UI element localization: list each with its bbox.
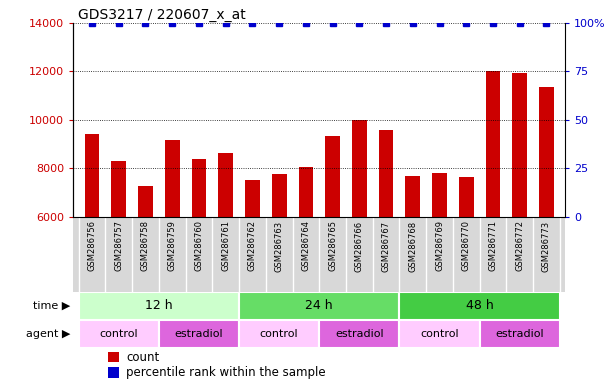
Bar (480, 320, 560, 348)
Bar (432, 173, 447, 362)
Text: 24 h: 24 h (306, 300, 333, 313)
Text: GSM286765: GSM286765 (328, 220, 337, 271)
Text: GSM286768: GSM286768 (408, 220, 417, 271)
Bar (320, 320, 400, 348)
Text: control: control (420, 329, 459, 339)
Text: GSM286759: GSM286759 (168, 220, 177, 271)
Text: estradiol: estradiol (175, 329, 223, 339)
Bar (539, 87, 554, 362)
Text: GSM286757: GSM286757 (114, 220, 123, 271)
Bar (239, 292, 400, 320)
Bar (79, 292, 239, 320)
Bar (79, 320, 159, 348)
Text: estradiol: estradiol (496, 329, 544, 339)
Bar (239, 320, 320, 348)
Text: count: count (126, 351, 159, 364)
Bar (108, 352, 119, 362)
Text: GSM286767: GSM286767 (382, 220, 390, 271)
Bar (352, 120, 367, 362)
Bar (400, 320, 480, 348)
Text: GSM286771: GSM286771 (489, 220, 497, 271)
Bar (299, 167, 313, 362)
Bar (400, 292, 560, 320)
Text: GSM286756: GSM286756 (87, 220, 97, 271)
Text: 12 h: 12 h (145, 300, 173, 313)
Text: control: control (100, 329, 138, 339)
Bar (379, 129, 393, 362)
Bar (108, 367, 119, 377)
Bar (138, 186, 153, 362)
Bar (325, 136, 340, 362)
Text: percentile rank within the sample: percentile rank within the sample (126, 366, 326, 379)
Text: estradiol: estradiol (335, 329, 384, 339)
Bar (218, 152, 233, 362)
Text: GDS3217 / 220607_x_at: GDS3217 / 220607_x_at (78, 8, 246, 22)
Text: GSM286766: GSM286766 (355, 220, 364, 271)
Bar (192, 159, 207, 362)
Bar (459, 177, 474, 362)
Text: 48 h: 48 h (466, 300, 494, 313)
Bar (165, 141, 180, 362)
Text: GSM286761: GSM286761 (221, 220, 230, 271)
Bar (272, 174, 287, 362)
Text: GSM286763: GSM286763 (275, 220, 284, 271)
Bar (159, 320, 239, 348)
Text: GSM286772: GSM286772 (515, 220, 524, 271)
Bar (111, 161, 126, 362)
Text: control: control (260, 329, 298, 339)
Text: GSM286760: GSM286760 (194, 220, 203, 271)
Bar (406, 175, 420, 362)
Bar (486, 71, 500, 362)
Text: GSM286762: GSM286762 (248, 220, 257, 271)
Text: GSM286769: GSM286769 (435, 220, 444, 271)
Bar (245, 180, 260, 362)
Text: GSM286773: GSM286773 (542, 220, 551, 271)
Text: time ▶: time ▶ (34, 301, 71, 311)
Bar (513, 73, 527, 362)
Text: GSM286770: GSM286770 (462, 220, 470, 271)
Text: GSM286764: GSM286764 (301, 220, 310, 271)
Text: GSM286758: GSM286758 (141, 220, 150, 271)
Bar (85, 134, 100, 362)
Text: agent ▶: agent ▶ (26, 329, 71, 339)
